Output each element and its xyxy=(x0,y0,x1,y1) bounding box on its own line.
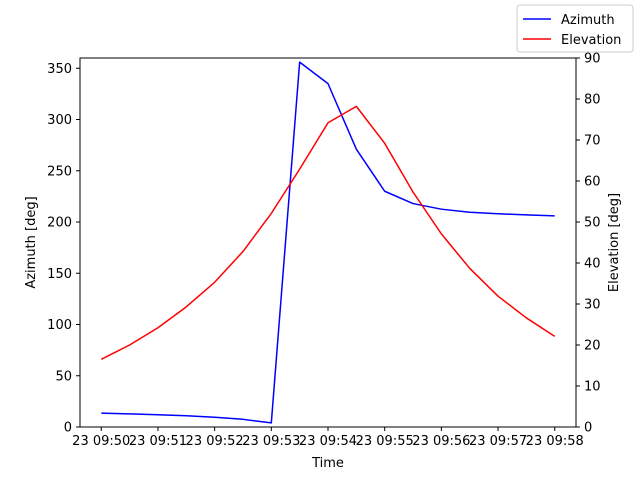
y-right-axis-ticks: 0 10 20 30 40 50 60 70 80 90 xyxy=(576,52,601,436)
plot-area xyxy=(80,58,576,427)
legend-label-azimuth: Azimuth xyxy=(561,13,615,28)
x-axis-label: Time xyxy=(311,456,344,471)
x-tick-label: 23 09:50 xyxy=(72,434,130,449)
y-left-tick-label: 0 xyxy=(64,421,72,436)
y-left-tick-label: 200 xyxy=(47,216,72,231)
y-left-tick-label: 150 xyxy=(47,267,72,282)
x-tick-label: 23 09:56 xyxy=(412,434,470,449)
series-line-elevation xyxy=(100,105,556,361)
x-tick-label: 23 09:57 xyxy=(469,434,527,449)
y-right-tick-label: 80 xyxy=(584,93,601,108)
y-left-tick-label: 300 xyxy=(47,113,72,128)
x-tick-label: 23 09:55 xyxy=(356,434,414,449)
y-right-tick-label: 0 xyxy=(584,421,592,436)
x-tick-label: 23 09:54 xyxy=(299,434,357,449)
y-left-tick-label: 50 xyxy=(55,369,72,384)
y-right-tick-label: 70 xyxy=(584,134,601,149)
y-right-tick-label: 30 xyxy=(584,298,601,313)
y-right-tick-label: 40 xyxy=(584,257,601,272)
x-tick-label: 23 09:52 xyxy=(186,434,244,449)
y-right-axis-label: Elevation [deg] xyxy=(607,193,622,292)
y-right-tick-label: 20 xyxy=(584,339,601,354)
legend: Azimuth Elevation xyxy=(516,4,634,53)
y-left-tick-label: 100 xyxy=(47,318,72,333)
series-line-azimuth xyxy=(101,61,555,424)
y-left-axis-label: Azimuth [deg] xyxy=(24,196,39,288)
x-tick-label: 23 09:51 xyxy=(129,434,187,449)
legend-label-elevation: Elevation xyxy=(561,33,621,48)
y-right-tick-label: 60 xyxy=(584,175,601,190)
y-right-tick-label: 90 xyxy=(584,52,601,67)
x-tick-label: 23 09:53 xyxy=(242,434,300,449)
y-left-axis-ticks: 0 50 100 150 200 250 300 350 xyxy=(47,62,80,436)
y-right-tick-label: 10 xyxy=(584,380,601,395)
y-left-tick-label: 350 xyxy=(47,62,72,77)
y-right-tick-label: 50 xyxy=(584,216,601,231)
y-left-tick-label: 250 xyxy=(47,164,72,179)
legend-box xyxy=(516,4,634,53)
series-lines xyxy=(100,61,556,424)
x-tick-label: 23 09:58 xyxy=(526,434,584,449)
